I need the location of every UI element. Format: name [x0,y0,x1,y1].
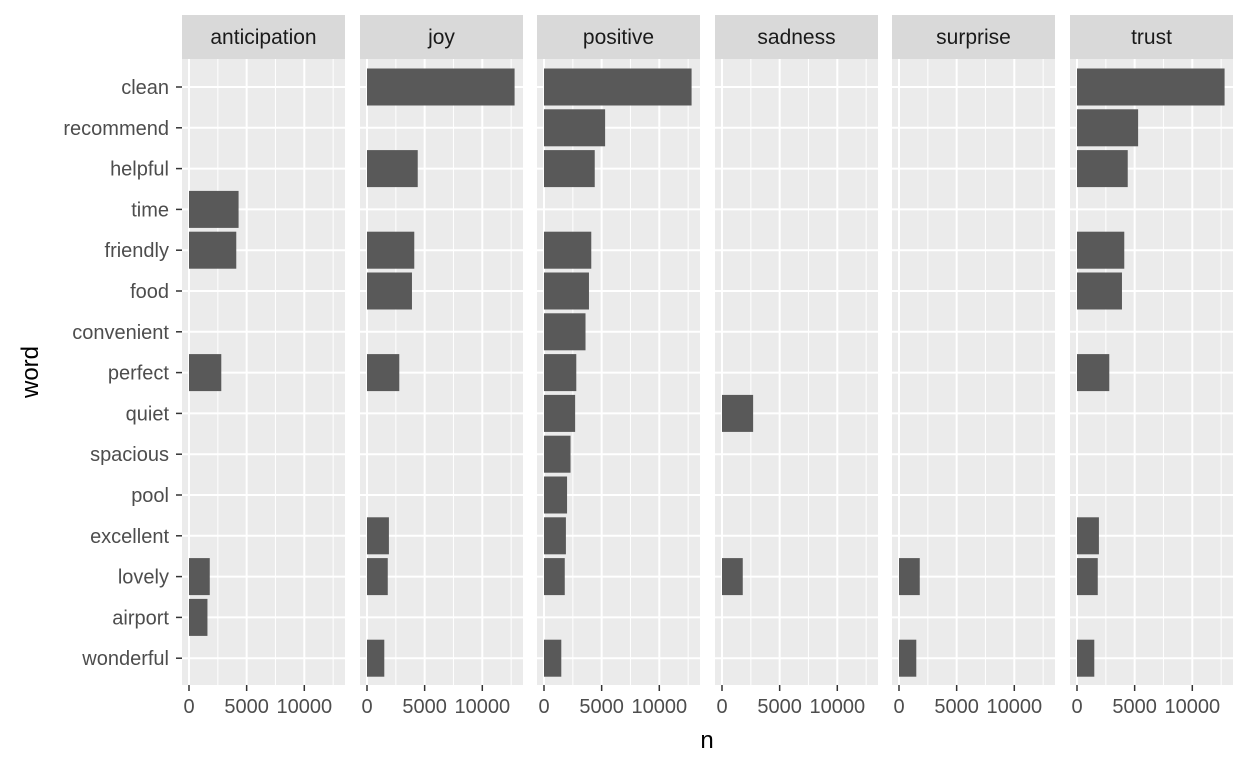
bar-anticipation-time [189,190,239,228]
y-tick-label-wonderful: wonderful [81,648,169,670]
y-tick-label-time: time [131,199,169,221]
y-tick-label-pool: pool [131,485,169,507]
bar-trust-friendly [1077,231,1125,269]
x-tick-label: 10000 [809,696,865,718]
facet-panel-positive: positive 0 5000 10000 [537,15,700,718]
y-tick-label-quiet: quiet [126,403,170,425]
x-tick-label: 5000 [224,696,269,718]
y-tick-label-excellent: excellent [90,526,169,548]
facet-strip-label: positive [583,26,654,49]
x-tick-label: 5000 [934,696,979,718]
bar-surprise-wonderful [899,639,917,677]
bar-joy-clean [367,68,515,106]
bar-joy-helpful [367,150,418,188]
bar-positive-lovely [544,558,565,596]
x-tick-label: 10000 [276,696,332,718]
y-tick-label-recommend: recommend [63,118,169,140]
bar-trust-helpful [1077,150,1128,188]
bar-trust-clean [1077,68,1225,106]
facet-strip-label: anticipation [210,26,316,49]
facet-strip-label: sadness [757,26,835,49]
facet-panel-anticipation: anticipation 0 5000 10000 [182,15,345,718]
bar-positive-excellent [544,517,566,555]
x-tick-label: 5000 [757,696,802,718]
facet-strip-label: joy [427,26,455,49]
bar-anticipation-airport [189,598,208,636]
bar-positive-spacious [544,435,571,473]
bar-anticipation-friendly [189,231,237,269]
facet-strip [715,15,878,59]
facet-strip [537,15,700,59]
bar-positive-friendly [544,231,592,269]
y-tick-label-perfect: perfect [108,363,170,385]
facet-strip [360,15,523,59]
bar-positive-clean [544,68,692,106]
bar-positive-perfect [544,354,577,392]
bar-joy-food [367,272,412,310]
bar-joy-wonderful [367,639,385,677]
x-tick-label: 5000 [579,696,624,718]
y-tick-label-clean: clean [121,77,169,99]
bar-positive-quiet [544,394,576,432]
y-tick-label-lovely: lovely [118,567,169,589]
y-axis: clean recommend helpful time friendly food con… [63,77,182,670]
x-tick-label: 5000 [402,696,447,718]
bar-positive-recommend [544,109,606,147]
y-tick-label-airport: airport [112,607,169,629]
bar-positive-convenient [544,313,586,351]
bar-trust-wonderful [1077,639,1095,677]
facet-panel-surprise: surprise 0 5000 10000 [892,15,1055,718]
bar-trust-recommend [1077,109,1139,147]
x-tick-label: 10000 [454,696,510,718]
facet-panel-trust: trust 0 5000 10000 [1070,15,1233,718]
bar-sadness-quiet [722,394,754,432]
bar-trust-food [1077,272,1122,310]
bar-joy-perfect [367,354,400,392]
bar-surprise-lovely [899,558,920,596]
bar-joy-friendly [367,231,415,269]
bar-positive-pool [544,476,568,514]
bar-anticipation-perfect [189,354,222,392]
y-axis-title: word [17,346,44,399]
y-tick-label-food: food [130,281,169,303]
facet-strip [182,15,345,59]
facet-strip [1070,15,1233,59]
facet-panel-sadness: sadness 0 5000 10000 [715,15,878,718]
bar-trust-excellent [1077,517,1099,555]
x-tick-label: 10000 [631,696,687,718]
x-tick-label: 10000 [986,696,1042,718]
x-tick-label: 0 [1071,696,1082,718]
bar-joy-excellent [367,517,389,555]
x-tick-label: 0 [538,696,549,718]
bar-sadness-lovely [722,558,743,596]
bar-anticipation-lovely [189,558,210,596]
facet-panel-joy: joy 0 5000 10000 [360,15,523,718]
x-axis-title: n [700,727,713,754]
bar-positive-wonderful [544,639,562,677]
facet-strip-label: trust [1131,26,1172,49]
bar-trust-perfect [1077,354,1110,392]
bar-positive-helpful [544,150,595,188]
y-tick-label-convenient: convenient [72,322,169,344]
y-tick-label-friendly: friendly [105,240,169,262]
facet-strip-label: surprise [936,26,1011,49]
facet-strip [892,15,1055,59]
x-tick-label: 0 [183,696,194,718]
x-tick-label: 10000 [1164,696,1220,718]
bar-positive-food [544,272,589,310]
x-tick-label: 5000 [1112,696,1157,718]
bar-joy-lovely [367,558,388,596]
y-tick-label-helpful: helpful [110,159,169,181]
y-tick-label-spacious: spacious [90,444,169,466]
x-tick-label: 0 [893,696,904,718]
x-tick-label: 0 [716,696,727,718]
x-tick-label: 0 [361,696,372,718]
bar-trust-lovely [1077,558,1098,596]
